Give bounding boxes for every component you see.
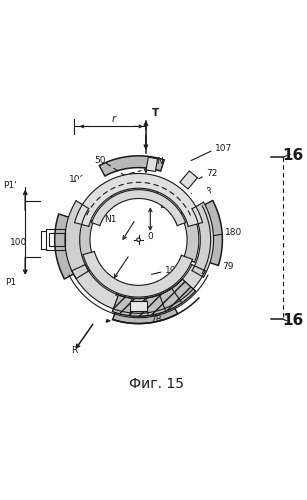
Polygon shape — [202, 200, 222, 266]
Text: 108: 108 — [69, 175, 87, 184]
Text: r: r — [111, 114, 116, 124]
Text: 79: 79 — [222, 262, 234, 270]
Text: D1: D1 — [159, 202, 172, 210]
Text: T: T — [152, 108, 159, 118]
Wedge shape — [87, 265, 121, 296]
Text: 16: 16 — [282, 148, 304, 164]
Text: N: N — [156, 157, 163, 166]
Polygon shape — [113, 304, 178, 324]
Text: D2: D2 — [86, 258, 99, 266]
Polygon shape — [99, 156, 165, 176]
Wedge shape — [164, 258, 195, 292]
Text: 107: 107 — [215, 144, 232, 153]
Text: 72: 72 — [206, 169, 218, 178]
Polygon shape — [112, 279, 195, 316]
Wedge shape — [156, 183, 190, 214]
Text: P1: P1 — [5, 278, 16, 287]
Polygon shape — [75, 174, 203, 227]
Polygon shape — [55, 214, 75, 279]
Polygon shape — [180, 208, 199, 262]
Wedge shape — [63, 273, 117, 321]
Polygon shape — [107, 180, 161, 199]
Polygon shape — [78, 217, 97, 272]
Wedge shape — [160, 158, 214, 206]
Text: 180: 180 — [225, 228, 243, 237]
Text: 16: 16 — [282, 313, 304, 328]
Polygon shape — [72, 264, 205, 314]
Text: N1: N1 — [104, 214, 116, 224]
Text: 0: 0 — [147, 232, 153, 241]
Bar — [180, 171, 197, 189]
Wedge shape — [82, 188, 113, 222]
Polygon shape — [192, 202, 214, 277]
Text: 100: 100 — [10, 238, 27, 247]
Text: Фиг. 15: Фиг. 15 — [129, 377, 184, 391]
Text: P: P — [98, 308, 103, 316]
Bar — [146, 157, 157, 172]
Text: 50: 50 — [95, 156, 106, 165]
Text: 190: 190 — [165, 266, 182, 275]
Text: P1': P1' — [3, 181, 16, 190]
Text: R: R — [71, 346, 77, 354]
Wedge shape — [172, 262, 220, 315]
Text: 78: 78 — [150, 314, 162, 324]
Polygon shape — [65, 200, 89, 278]
Polygon shape — [91, 190, 185, 226]
Wedge shape — [57, 164, 105, 218]
Polygon shape — [116, 281, 170, 300]
Circle shape — [137, 238, 140, 242]
Text: 78: 78 — [200, 186, 212, 196]
Bar — [130, 300, 147, 311]
Polygon shape — [83, 252, 192, 297]
